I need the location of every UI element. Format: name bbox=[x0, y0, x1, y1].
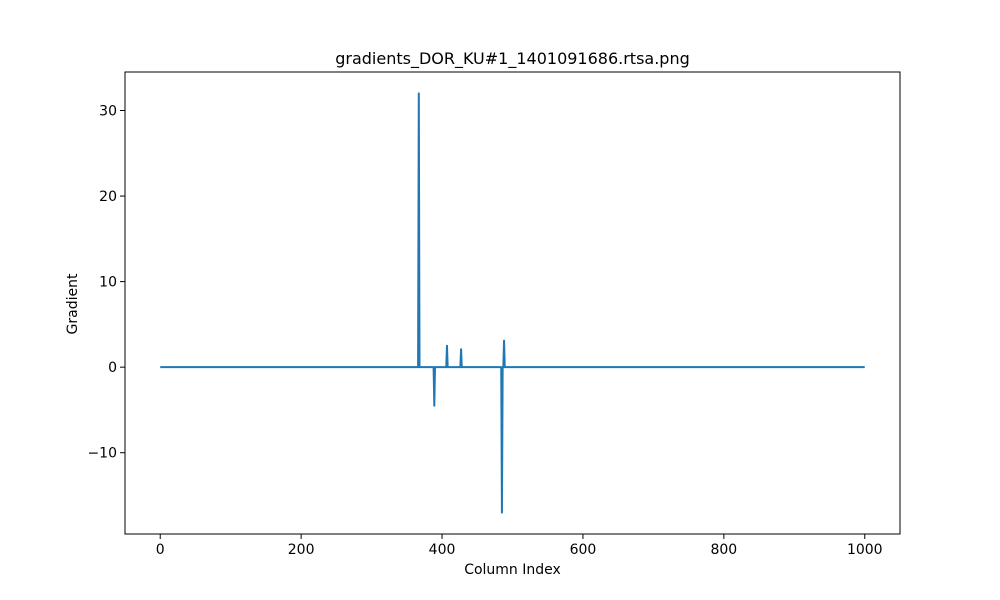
y-tick-label: 0 bbox=[108, 360, 117, 376]
x-tick-label: 600 bbox=[570, 542, 597, 558]
plot-frame bbox=[124, 71, 901, 535]
x-axis-label: Column Index bbox=[464, 562, 561, 578]
y-tick-label: 10 bbox=[99, 275, 117, 291]
x-tick-label: 800 bbox=[710, 542, 737, 558]
y-axis-label: Gradient bbox=[65, 273, 81, 334]
y-axis: −10 0 10 20 30 bbox=[87, 104, 125, 462]
chart-title: gradients_DOR_KU#1_1401091686.rtsa.png bbox=[335, 49, 690, 69]
x-tick-label: 0 bbox=[156, 542, 165, 558]
x-tick-label: 1000 bbox=[847, 542, 883, 558]
y-tick-label: 30 bbox=[99, 104, 117, 120]
plot-area bbox=[160, 92, 865, 514]
y-tick-label: 20 bbox=[99, 189, 117, 205]
series-line bbox=[160, 92, 865, 514]
x-tick-label: 200 bbox=[288, 542, 315, 558]
x-tick-label: 400 bbox=[429, 542, 456, 558]
y-tick-label: −10 bbox=[87, 446, 117, 462]
x-axis: 0 200 400 600 800 1000 bbox=[156, 534, 883, 558]
